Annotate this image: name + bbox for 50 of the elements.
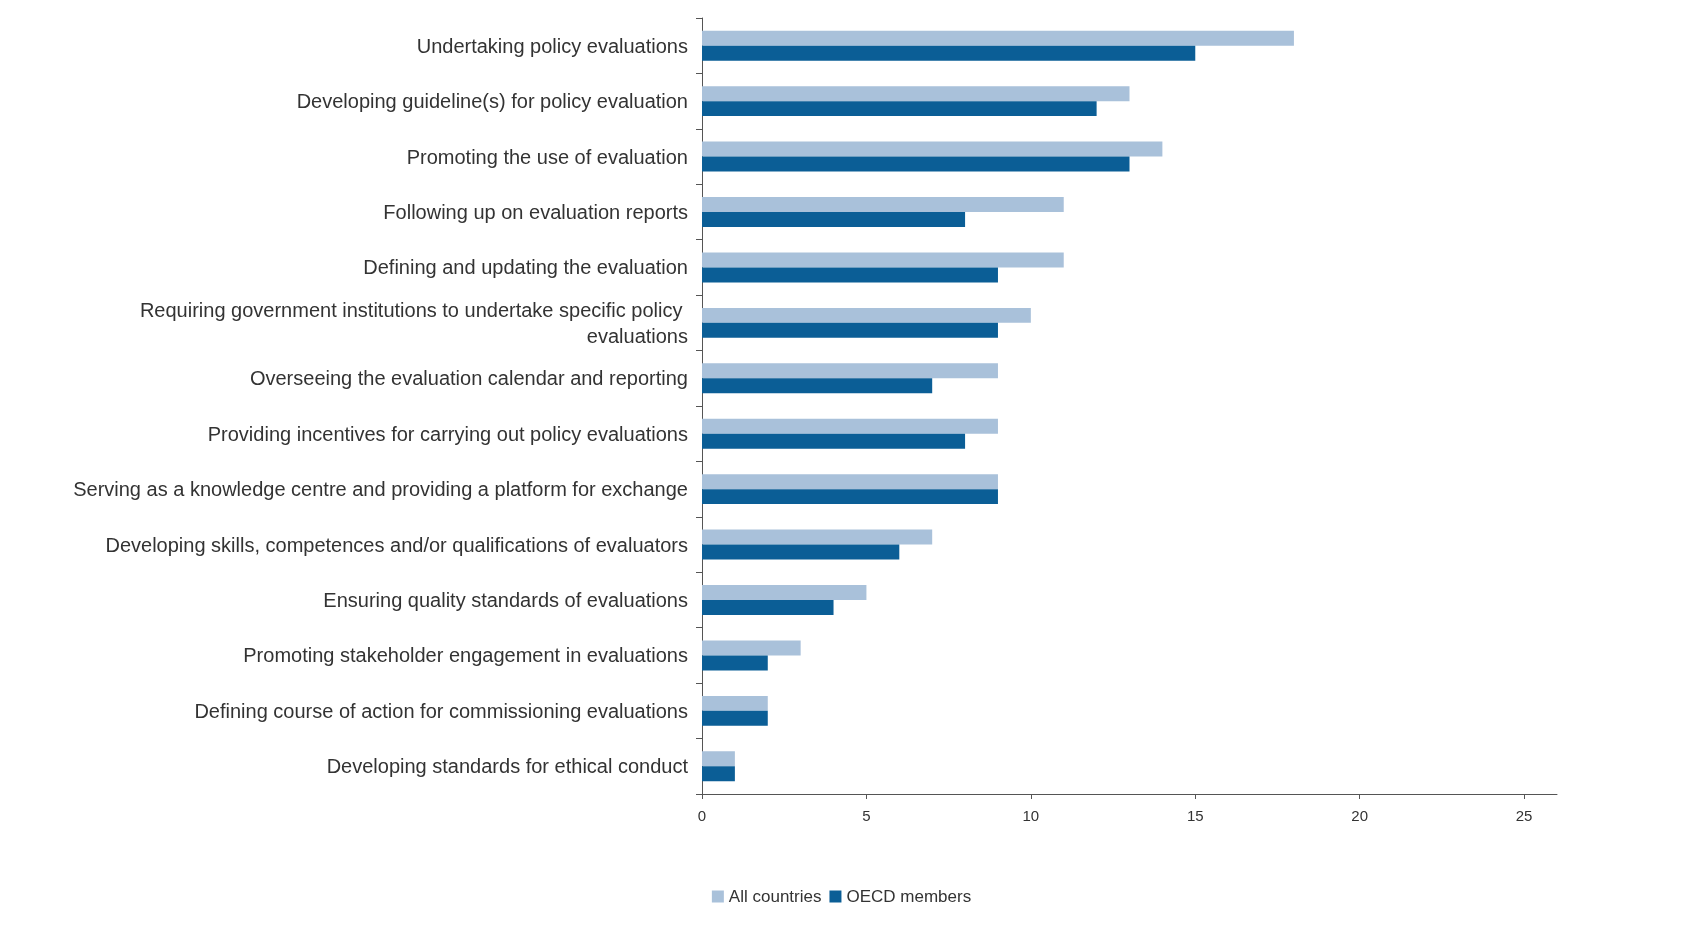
x-tick-label: 5 [862, 807, 871, 824]
bar [702, 307, 1031, 323]
y-tick-label: Developing standards for ethical conduct [326, 755, 689, 778]
x-tick-label: 25 [1515, 807, 1533, 824]
bar [702, 655, 768, 671]
bar [702, 378, 933, 394]
bar [702, 363, 998, 379]
x-tick-label: 10 [1022, 807, 1040, 824]
bar [702, 212, 966, 227]
bar [702, 418, 998, 434]
bar [702, 86, 1130, 102]
bar [702, 474, 998, 490]
bar [702, 751, 735, 767]
bar [702, 710, 768, 726]
bar [702, 544, 900, 560]
y-tick-label: Undertaking policy evaluations [416, 34, 688, 57]
x-tick-label: 15 [1186, 807, 1204, 824]
y-tick-label: Developing guideline(s) for policy evaluation [296, 90, 688, 113]
x-tick-label: 0 [697, 807, 707, 824]
y-tick-label: Developing skills, competences and/or qualifications of evaluators [105, 533, 688, 556]
y-tick-label: Serving as a knowledge centre and providing a platform for exchange [73, 478, 688, 501]
bar [702, 585, 867, 600]
bar [702, 322, 998, 338]
bar [702, 252, 1064, 268]
y-tick-label: Ensuring quality standards of evaluations [323, 589, 688, 611]
bar [702, 433, 966, 449]
bar [702, 101, 1097, 117]
y-tick-label: Promoting the use of evaluation [406, 145, 688, 168]
bar [702, 141, 1163, 157]
bar [702, 45, 1196, 61]
bar [702, 197, 1064, 212]
bar [702, 267, 998, 283]
bar [702, 489, 998, 505]
bar [702, 30, 1294, 46]
bar [702, 529, 933, 545]
y-tick-label: Following up on evaluation reports [383, 201, 688, 223]
y-tick-label: Defining course of action for commissioning evaluations [194, 699, 688, 722]
bar [702, 766, 735, 782]
y-tick-label: Overseeing the evaluation calendar and reporting [249, 367, 688, 390]
bar [702, 156, 1130, 172]
x-tick-label: 20 [1351, 807, 1369, 824]
y-tick-label: Requiring government institutions to undertake specific policy evaluations [139, 298, 688, 347]
bar [702, 695, 768, 711]
y-tick-label: Providing incentives for carrying out policy evaluations [207, 422, 688, 445]
legend-label: OECD members [846, 887, 972, 906]
y-tick-label: Defining and updating the evaluation [363, 256, 688, 279]
bar [702, 600, 834, 615]
legend-label: All countries [728, 887, 822, 906]
bar [702, 640, 801, 656]
y-tick-label: Promoting stakeholder engagement in evaluations [243, 644, 688, 667]
